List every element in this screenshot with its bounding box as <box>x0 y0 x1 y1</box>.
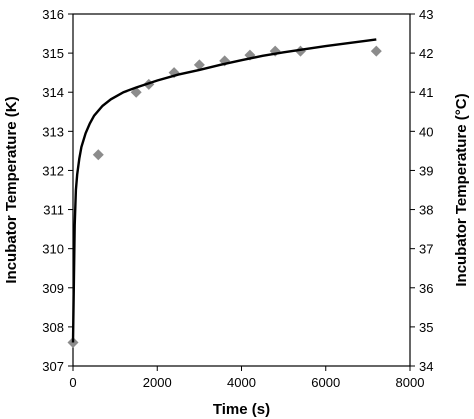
y-left-tick-label: 309 <box>42 281 64 296</box>
y-left-tick-label: 308 <box>42 320 64 335</box>
axis-ticks: 307 308 309 310 311 312 313 314 315 316 34 35 36 37 38… <box>42 7 433 390</box>
y-left-tick-label: 307 <box>42 359 64 374</box>
y-right-tick-label: 38 <box>419 203 433 218</box>
x-tick-label: 2000 <box>143 375 172 390</box>
y-left-tick-label: 313 <box>42 124 64 139</box>
y-right-tick-label: 42 <box>419 46 433 61</box>
x-axis-label: Time (s) <box>213 401 270 418</box>
y-left-tick-label: 312 <box>42 163 64 178</box>
x-tick-label: 8000 <box>396 375 425 390</box>
y-left-tick-label: 311 <box>43 203 64 218</box>
data-point-marker <box>67 337 79 349</box>
x-tick-label: 4000 <box>227 375 256 390</box>
y-right-tick-label: 43 <box>419 7 433 22</box>
data-point-marker <box>92 149 104 161</box>
y-right-tick-label: 41 <box>419 85 433 100</box>
plot-frame <box>72 13 411 367</box>
y-right-tick-label: 37 <box>419 242 433 257</box>
y-right-tick-label: 39 <box>419 163 433 178</box>
plot-area <box>72 13 411 367</box>
y-left-tick-label: 310 <box>42 242 64 257</box>
y-right-tick-label: 40 <box>419 124 433 139</box>
y-left-tick-label: 314 <box>42 85 64 100</box>
y-axis-label-left: Incubator Temperature (K) <box>3 96 20 283</box>
fit-curve-line <box>71 38 377 343</box>
y-left-tick-label: 315 <box>42 46 64 61</box>
y-right-tick-label: 34 <box>419 359 433 374</box>
x-tick-label: 0 <box>69 375 76 390</box>
data-markers <box>67 45 382 349</box>
y-right-tick-label: 36 <box>419 281 433 296</box>
x-tick-label: 6000 <box>311 375 340 390</box>
y-right-tick-label: 35 <box>419 320 433 335</box>
y-axis-label-right: Incubator Temperature (°C) <box>453 93 470 286</box>
data-point-marker <box>370 45 382 57</box>
y-left-tick-label: 316 <box>42 7 64 22</box>
data-point-marker <box>193 59 205 71</box>
